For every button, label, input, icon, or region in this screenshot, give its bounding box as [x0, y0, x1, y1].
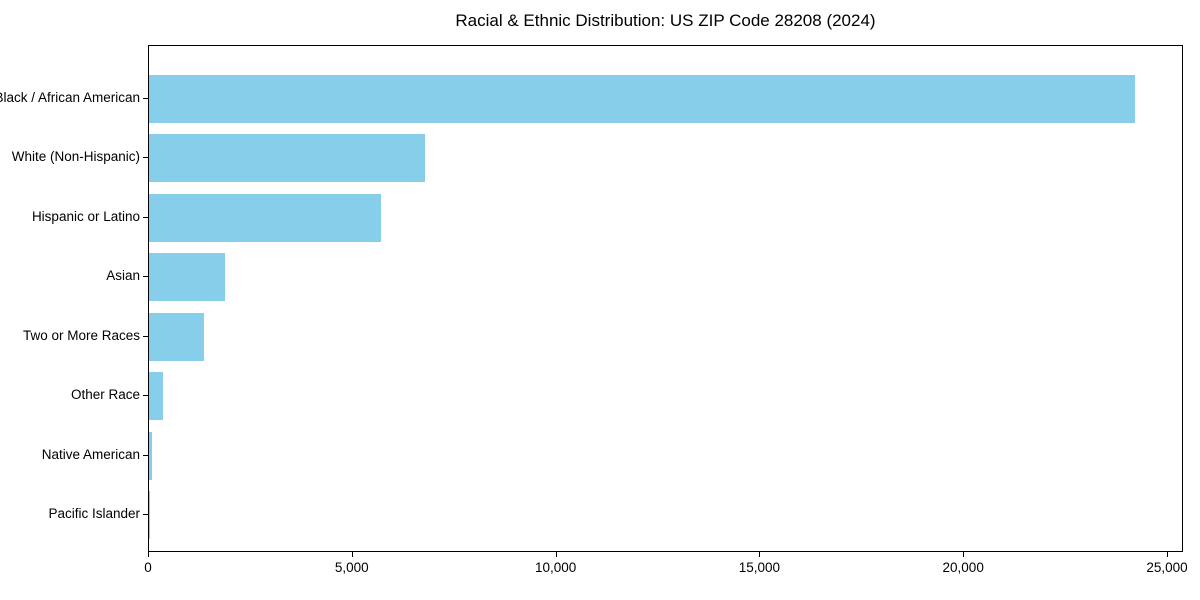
bar-other-race: [149, 372, 164, 420]
x-tick-label-5-000: 5,000: [334, 560, 369, 575]
bar-pacific-islander: [149, 491, 150, 539]
bar-hispanic-or-latino: [149, 193, 381, 242]
x-tick-label-20-000: 20,000: [942, 560, 984, 575]
x-axis-tick: [963, 552, 965, 557]
y-label-pacific-islander: Pacific Islander: [48, 506, 140, 521]
x-tick-label-0: 0: [144, 560, 152, 575]
x-tick-label-15-000: 15,000: [738, 560, 781, 575]
bar-black-african-american: [149, 74, 1135, 123]
y-label-two-or-more-races: Two or More Races: [22, 327, 140, 343]
plot-area: [148, 45, 1183, 552]
y-label-asian: Asian: [106, 268, 140, 283]
bar-white-non-hispanic: [149, 134, 425, 182]
y-axis-tick: [143, 335, 148, 337]
y-label-hispanic-or-latino: Hispanic or Latino: [31, 208, 140, 224]
x-axis-tick: [759, 552, 761, 557]
x-axis-tick: [1167, 552, 1168, 557]
x-tick-label-10-000: 10,000: [534, 560, 577, 575]
y-label-black-african-american: Black / African American: [0, 89, 140, 105]
y-axis-tick: [143, 276, 148, 277]
y-axis-tick: [143, 157, 148, 158]
bar-asian: [149, 253, 225, 301]
y-label-native-american: Native American: [41, 446, 140, 462]
bar-two-or-more-races: [149, 312, 204, 361]
x-tick-label-25-000: 25,000: [1146, 560, 1188, 575]
y-label-other-race: Other Race: [70, 387, 140, 402]
y-axis-tick: [143, 454, 148, 456]
y-axis-tick: [143, 395, 148, 396]
x-axis-tick: [351, 552, 353, 557]
x-axis-tick: [555, 552, 557, 557]
x-axis-tick: [148, 552, 149, 557]
y-axis-tick: [143, 216, 148, 218]
y-axis-tick: [143, 97, 148, 99]
chart-title: Racial & Ethnic Distribution: US ZIP Cod…: [455, 11, 876, 30]
y-axis-tick: [143, 514, 148, 515]
bar-native-american: [149, 431, 152, 480]
y-label-white-non-hispanic: White (Non-Hispanic): [11, 149, 140, 164]
